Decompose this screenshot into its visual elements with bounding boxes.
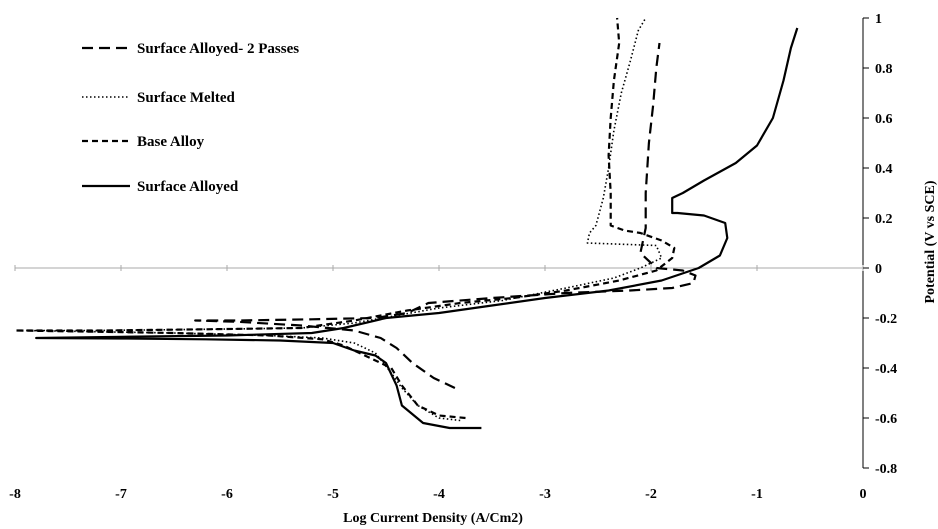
legend-label-2: Base Alloy: [137, 134, 205, 150]
legend-label-1: Surface Melted: [137, 90, 236, 106]
y-tick-label: -0.6: [875, 412, 897, 427]
x-tick-label: -5: [327, 487, 339, 502]
y-axis-title: Potential (V vs SCE): [923, 180, 938, 303]
series-lines: [13, 17, 799, 430]
y-tick-label: -0.8: [875, 462, 897, 477]
axes: [14, 17, 869, 469]
x-tick-label: -7: [115, 487, 127, 502]
legend-label-3: Surface Alloyed: [137, 179, 239, 195]
y-tick-label: 0.2: [875, 212, 893, 227]
x-tick-label: -4: [433, 487, 445, 502]
y-tick-label: 0.4: [875, 162, 893, 177]
x-tick-label: -8: [9, 487, 21, 502]
legend-label-0: Surface Alloyed- 2 Passes: [137, 41, 299, 57]
y-tick-label: 0: [875, 262, 882, 277]
y-tick-label: -0.2: [875, 312, 897, 327]
y-tick-label: 1: [875, 12, 882, 27]
x-tick-label: -2: [645, 487, 657, 502]
y-tick-label: 0.6: [875, 112, 893, 127]
x-axis-title: Log Current Density (A/Cm2): [343, 511, 523, 526]
legend: Surface Alloyed- 2 Passes Surface Melted B…: [82, 41, 299, 195]
series-line-2: [13, 17, 676, 420]
y-tick-label: -0.4: [875, 362, 897, 377]
x-tick-label: -1: [751, 487, 763, 502]
y-tick-label: 0.8: [875, 62, 893, 77]
x-tick-label: -6: [221, 487, 233, 502]
series-line-1: [24, 17, 663, 422]
tick-labels: -8 -7 -6 -5 -4 -3 -2 -1 0 -0.8 -0.6 -0.4 -0.2 0 0.2 0.4…: [9, 12, 897, 502]
x-tick-label: 0: [860, 487, 867, 502]
series-line-0: [194, 42, 697, 389]
x-tick-label: -3: [539, 487, 551, 502]
series-line-3: [35, 27, 799, 430]
